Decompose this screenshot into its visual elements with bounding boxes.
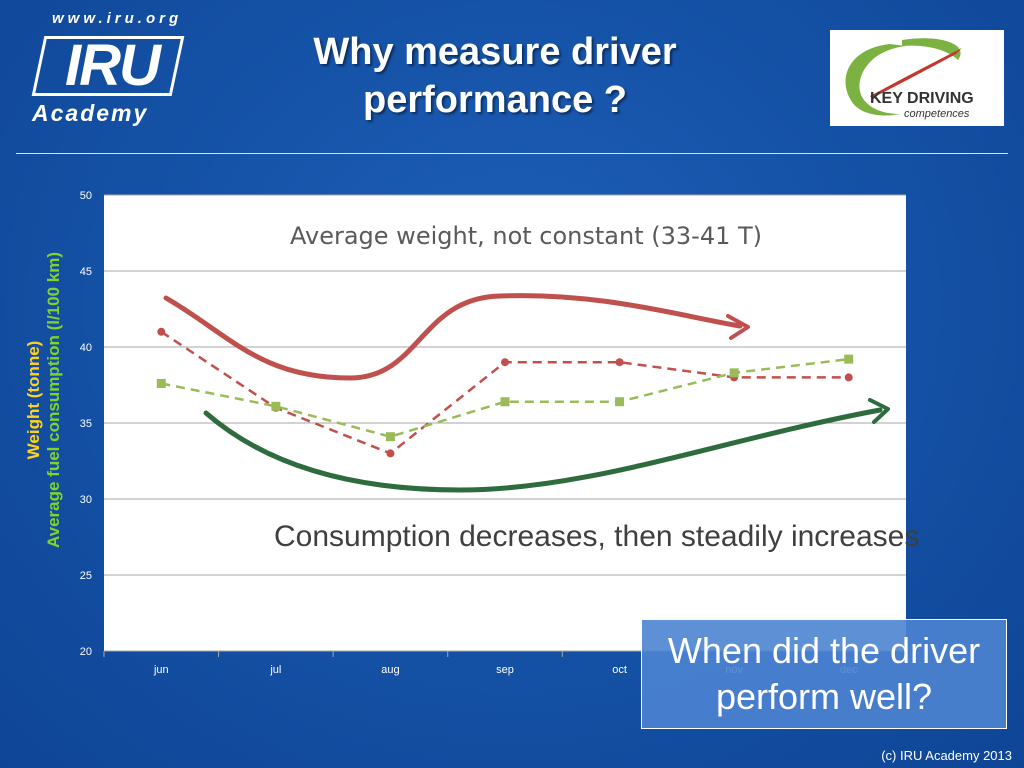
y-axis-label: Weight (tonne) Average fuel consumption … [14, 160, 74, 660]
x-tick-label: sep [496, 664, 514, 676]
y-tick-label: 45 [80, 266, 92, 278]
y-axis-label-fuel: Average fuel consumption (l/100 km) [44, 252, 63, 548]
header-divider [16, 153, 1008, 154]
series-1-point [386, 449, 395, 458]
competences-text: competences [904, 108, 970, 120]
series-2-point [500, 397, 510, 407]
title-line-1: Why measure driver [313, 31, 677, 73]
consumption-annotation: Consumption decreases, then steadily inc… [274, 520, 920, 553]
series-2-point [844, 354, 854, 364]
weight-trend-arrow [163, 293, 743, 381]
x-tick-label: aug [381, 664, 399, 676]
series-2-point [385, 432, 395, 442]
iru-url: www.iru.org [52, 10, 183, 27]
series-1-point [615, 358, 624, 367]
iru-logo-mark: IRU [65, 33, 161, 98]
series-2-point [615, 397, 625, 407]
y-tick-label: 30 [80, 494, 92, 506]
y-tick-label: 40 [80, 342, 92, 354]
y-tick-label: 25 [80, 570, 92, 582]
weight-trend-arrowhead-icon [726, 314, 750, 340]
y-tick-label: 35 [80, 418, 92, 430]
series-2-point [156, 378, 166, 388]
series-2-point [271, 401, 281, 411]
fuel-trend-arrowhead-icon [868, 398, 890, 424]
series-1-point [501, 358, 509, 367]
title-line-2: performance ? [363, 79, 627, 121]
key-driving-swoosh-icon [845, 38, 962, 116]
x-tick-label: oct [612, 664, 627, 676]
key-driving-text: KEY DRIVING [870, 90, 974, 107]
series-1-point [844, 373, 853, 382]
series-2-point [729, 368, 739, 378]
fuel-trend-arrow [203, 407, 883, 493]
series-1-point [157, 327, 166, 336]
iru-academy-text: Academy [32, 100, 149, 126]
y-tick-label: 20 [80, 646, 92, 658]
weight-annotation: Average weight, not constant (33-41 T) [290, 222, 763, 250]
iru-academy-logo: www.iru.org IRU Academy [30, 8, 190, 130]
page-title: Why measure driver performance ? [200, 28, 790, 124]
question-callout: When did the driver perform well? [641, 619, 1007, 729]
y-axis-label-weight: Weight (tonne) [24, 340, 43, 460]
y-tick-label: 50 [80, 190, 92, 202]
key-driving-logo: KEY DRIVING competences [830, 30, 1004, 126]
x-tick-label: jul [269, 664, 281, 676]
x-tick-label: jun [153, 664, 169, 676]
copyright-footer: (c) IRU Academy 2013 [881, 748, 1012, 763]
